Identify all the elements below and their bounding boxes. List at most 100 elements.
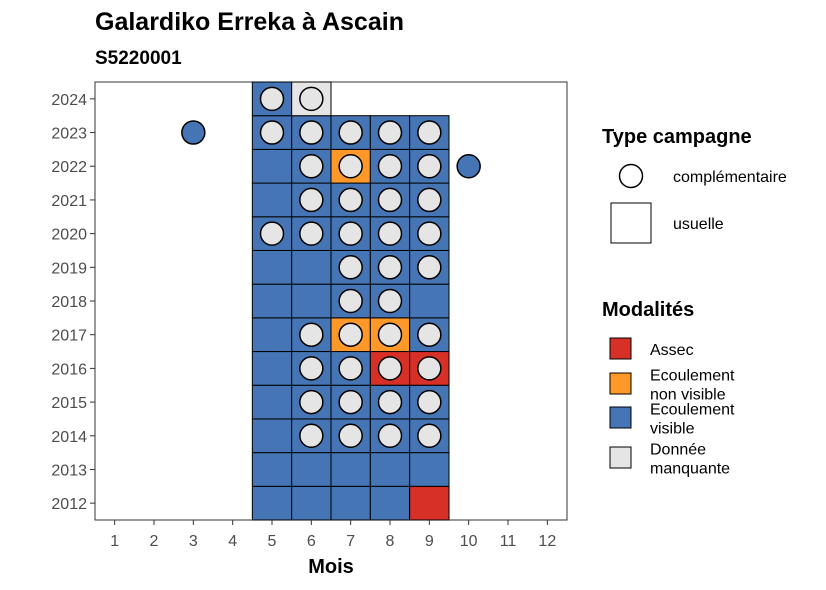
point-2014-7 <box>338 423 363 449</box>
tile-2017-5 <box>251 317 293 353</box>
chart-title: Galardiko Erreka à Ascain <box>95 8 404 36</box>
y-tick-label: 2018 <box>51 294 87 311</box>
point-2022-8 <box>377 153 403 179</box>
point-2018-7 <box>338 288 363 314</box>
x-tick-label: 12 <box>538 533 556 550</box>
point-2018-8 <box>377 288 403 314</box>
points-layer <box>181 86 481 449</box>
point-2023-6 <box>299 120 324 145</box>
tile-2013-6 <box>291 452 332 487</box>
legend-type-campagne-title: Type campagne <box>602 126 752 148</box>
tile-2018-6 <box>291 283 332 319</box>
legend-swatch <box>609 406 632 429</box>
point-2023-8 <box>377 120 403 145</box>
point-2023-7 <box>338 120 363 145</box>
tile-2018-5 <box>251 283 293 319</box>
point-2020-9 <box>417 221 442 246</box>
y-tick-label: 2023 <box>51 126 87 143</box>
point-2015-7 <box>338 389 363 415</box>
point-2020-5 <box>259 221 285 246</box>
legend-swatch <box>609 337 632 360</box>
point-2022-6 <box>299 153 324 179</box>
x-tick-label: 1 <box>110 533 119 550</box>
point-2016-9 <box>417 356 442 381</box>
x-tick-label: 3 <box>189 533 198 550</box>
x-tick-label: 11 <box>500 533 517 550</box>
y-tick-label: 2019 <box>51 260 87 277</box>
x-tick-label: 7 <box>346 533 355 550</box>
x-tick-label: 6 <box>307 533 316 550</box>
point-2021-8 <box>377 187 403 213</box>
point-2017-6 <box>299 322 324 347</box>
tile-2018-9 <box>409 283 450 319</box>
y-tick-label: 2017 <box>51 328 87 345</box>
point-2020-7 <box>338 221 363 246</box>
point-2019-8 <box>377 255 403 280</box>
tile-2012-5 <box>251 485 293 521</box>
tile-2019-5 <box>251 249 293 285</box>
tile-2016-5 <box>251 351 293 386</box>
y-tick-label: 2024 <box>51 92 87 109</box>
y-tick-label: 2016 <box>51 361 87 378</box>
point-2015-8 <box>377 389 403 415</box>
point-2022-10 <box>456 153 481 179</box>
y-tick-label: 2021 <box>51 193 87 210</box>
tile-2012-9 <box>409 485 450 521</box>
point-2020-8 <box>377 221 403 246</box>
legend-color-label: manquante <box>650 461 730 478</box>
tile-2019-6 <box>291 249 332 285</box>
y-tick-label: 2013 <box>51 462 87 479</box>
point-2017-9 <box>417 322 442 347</box>
tile-2013-8 <box>369 452 411 487</box>
axes-layer: 1 2 3 4 5 6 7 8 9 10 11 122012201320142015201620172… <box>51 92 556 550</box>
point-2014-8 <box>377 423 403 449</box>
point-2021-7 <box>338 187 363 213</box>
point-2015-6 <box>299 389 324 415</box>
legend-swatch <box>609 446 632 469</box>
y-tick-label: 2012 <box>51 496 87 513</box>
point-2017-8 <box>377 322 403 347</box>
x-tick-label: 9 <box>425 533 434 550</box>
tile-2012-6 <box>291 485 332 521</box>
x-axis-title: Mois <box>308 556 354 578</box>
point-2016-7 <box>338 356 363 381</box>
legend-type-campagne: Type campagne complémentaire usuelle <box>602 126 787 244</box>
tile-2013-9 <box>409 452 450 487</box>
x-tick-label: 8 <box>386 533 395 550</box>
point-2022-9 <box>417 153 442 179</box>
legend-circle-key <box>618 163 644 189</box>
tile-2012-8 <box>369 485 411 521</box>
legend-shape-label: complémentaire <box>673 169 787 186</box>
legend-color-label: Donnée <box>650 442 706 459</box>
point-2014-9 <box>417 423 442 449</box>
y-tick-label: 2014 <box>51 429 87 446</box>
point-2016-8 <box>377 356 403 381</box>
legend-square-key <box>610 202 652 244</box>
tile-2022-5 <box>251 148 293 184</box>
point-2020-6 <box>299 221 324 246</box>
point-2024-6 <box>299 86 324 112</box>
point-2014-6 <box>299 423 324 449</box>
point-2019-7 <box>338 255 363 280</box>
point-2015-9 <box>417 389 442 415</box>
legend-shape-label: usuelle <box>673 216 724 233</box>
tile-2014-5 <box>251 418 293 454</box>
x-tick-label: 5 <box>268 533 277 550</box>
point-2023-3 <box>181 120 206 145</box>
point-2023-9 <box>417 120 442 145</box>
y-tick-label: 2015 <box>51 395 87 412</box>
point-2017-7 <box>338 322 363 347</box>
legend-swatch <box>609 372 632 395</box>
tile-2021-5 <box>251 182 293 218</box>
tile-2012-7 <box>330 485 371 521</box>
y-tick-label: 2020 <box>51 227 87 244</box>
point-2016-6 <box>299 356 324 381</box>
x-tick-label: 2 <box>150 533 159 550</box>
chart-subtitle: S5220001 <box>95 48 182 69</box>
point-2021-6 <box>299 187 324 213</box>
legend-modalites-title: Modalités <box>602 299 694 321</box>
legend-color-label: visible <box>650 421 695 438</box>
x-tick-label: 10 <box>460 533 478 550</box>
